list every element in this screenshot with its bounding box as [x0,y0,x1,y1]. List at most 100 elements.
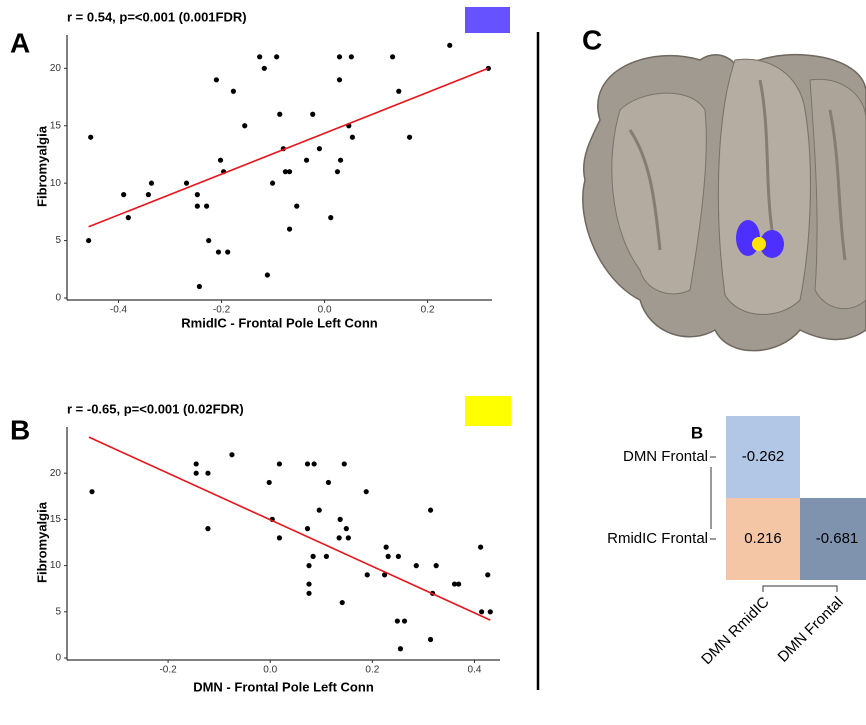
point [267,480,272,485]
point [88,135,93,140]
point [488,609,493,614]
point [195,192,200,197]
point [194,471,199,476]
y-tick-label: 20 [50,468,62,479]
point [407,135,412,140]
point [218,158,223,163]
point [324,554,329,559]
point [205,471,210,476]
point [447,43,452,48]
point [225,249,230,254]
point [384,545,389,550]
point [121,192,126,197]
point [365,572,370,577]
point [274,54,279,59]
point [149,181,154,186]
point [340,600,345,605]
chart-title: r = -0.65, p=<0.001 (0.02FDR) [67,401,244,416]
y-tick-label: 5 [55,606,61,617]
point [485,572,490,577]
point [304,158,309,163]
point [396,89,401,94]
x-axis-label: RmidIC - Frontal Pole Left Conn [181,315,377,330]
y-tick-label: 5 [55,235,61,246]
point [195,204,200,209]
y-tick-label: 15 [50,514,62,525]
panel-label: B [10,414,30,445]
color-swatch [465,7,510,33]
matrix-title: B [691,423,703,442]
point [350,135,355,140]
y-tick-label: 10 [50,560,62,571]
x-tick-label: -0.4 [110,305,128,316]
cell-value: -0.262 [742,448,785,465]
point [287,226,292,231]
chart-title: r = 0.54, p=<0.001 (0.001FDR) [67,9,247,24]
y-axis-label: Fibromyalgia [34,501,49,583]
cell-value: 0.216 [744,530,782,547]
fit-line [89,68,489,226]
point [337,535,342,540]
point [328,215,333,220]
point [428,508,433,513]
point [349,54,354,59]
point [479,609,484,614]
point [335,169,340,174]
point [205,526,210,531]
point [346,535,351,540]
x-tick-label: -0.2 [159,665,177,676]
point [146,192,151,197]
y-tick-label: 10 [50,178,62,189]
point [216,249,221,254]
point [194,461,199,466]
row-label: RmidIC Frontal [607,530,708,547]
point [270,181,275,186]
point [312,461,317,466]
x-tick-label: 0.2 [421,305,435,316]
x-tick-label: 0.0 [263,665,277,676]
point [126,215,131,220]
point [231,89,236,94]
point [184,181,189,186]
point [287,169,292,174]
point [277,535,282,540]
y-tick-label: 15 [50,120,62,131]
point [478,545,483,550]
point [197,284,202,289]
point [277,461,282,466]
point [305,461,310,466]
point [390,54,395,59]
point [342,461,347,466]
point [414,563,419,568]
col-bracket [763,586,837,592]
point [338,517,343,522]
cell-value: -0.681 [816,530,859,547]
point [214,77,219,82]
column-label: DMN Frontal [774,594,846,666]
x-tick-label: 0.4 [468,665,482,676]
y-axis-label: Fibromyalgia [34,125,49,207]
point [242,123,247,128]
point [306,563,311,568]
point [456,581,461,586]
row-label: DMN Frontal [623,448,708,465]
point [434,563,439,568]
color-swatch [465,396,511,426]
point [398,646,403,651]
point [204,204,209,209]
point [262,66,267,71]
point [305,526,310,531]
point [386,554,391,559]
point [311,554,316,559]
point [257,54,262,59]
point [428,637,433,642]
y-tick-label: 0 [55,653,61,664]
point [306,581,311,586]
point [306,591,311,596]
point [86,238,91,243]
point [294,204,299,209]
point [338,158,343,163]
point [317,508,322,513]
figure: C Ar = 0.54, p=<0.001 (0.001FDR)05101520… [0,0,866,725]
x-tick-label: 0.0 [318,305,332,316]
